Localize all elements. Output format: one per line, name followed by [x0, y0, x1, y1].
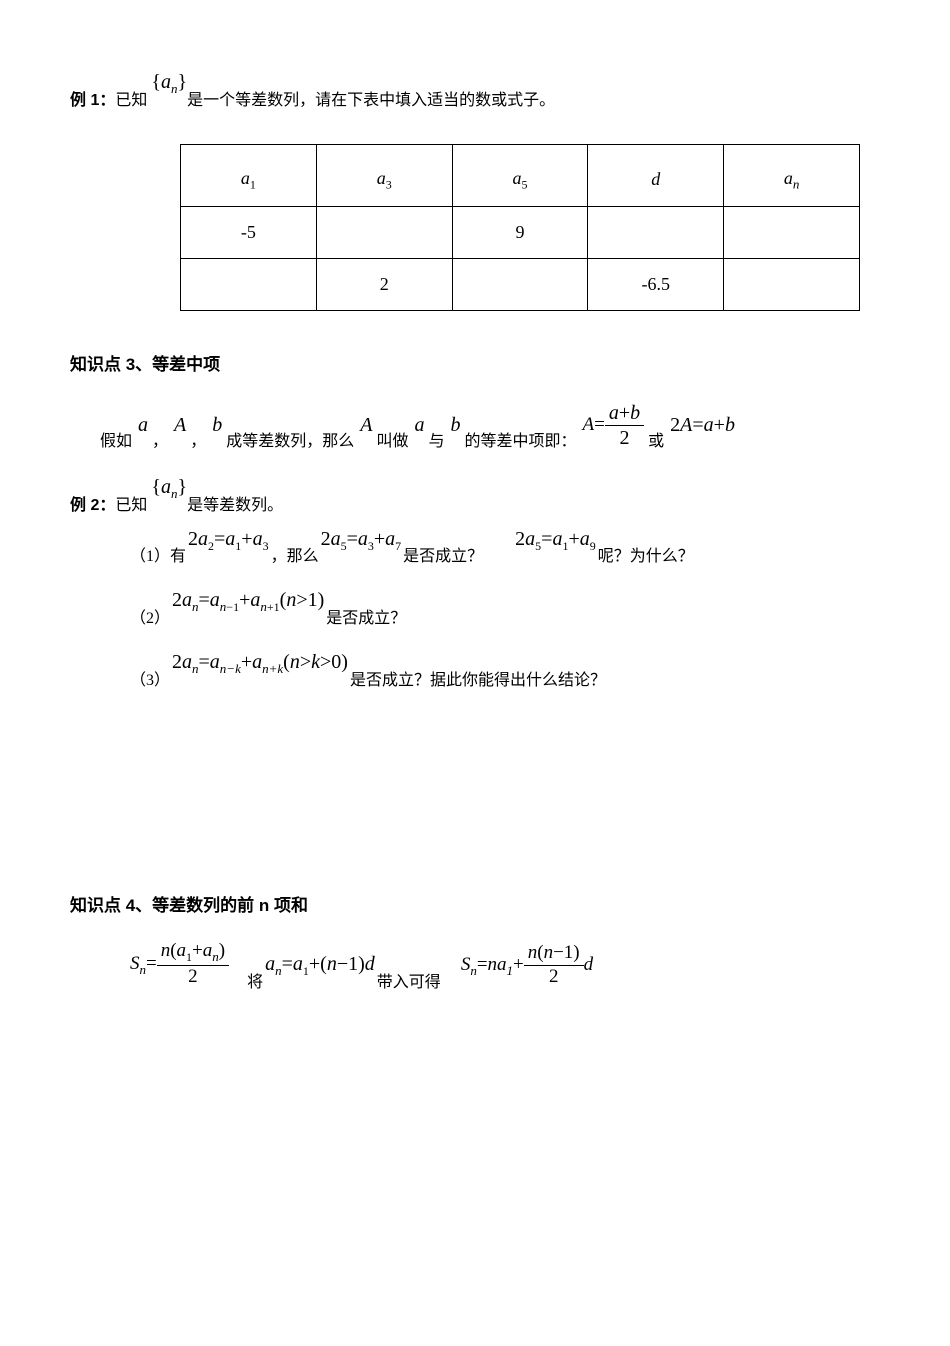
- q1-e3: 2a5=a1+a9: [515, 523, 596, 556]
- cell: [588, 206, 724, 258]
- question-2: （2） 2an=an−1+an+1(n>1) 是否成立？: [130, 598, 880, 632]
- q3-t1: 是否成立？据此你能得出什么结论？: [350, 668, 606, 694]
- q2-num: （2）: [130, 606, 170, 632]
- def-text: 成等差数列，那么: [226, 429, 354, 455]
- header-a1: a1: [181, 144, 317, 206]
- s1-lhs: Sn=: [130, 953, 157, 974]
- def-text: 的等差中项即：: [465, 429, 577, 455]
- def-math-A: A: [174, 409, 186, 441]
- sn-s1: Sn=n(a1+an)2: [130, 941, 229, 988]
- s2-suffix: d: [584, 954, 594, 975]
- q1-t3: 呢？为什么？: [598, 544, 694, 570]
- example-1-label: 例 1：: [70, 88, 115, 114]
- sn-t2: 带入可得: [377, 970, 441, 996]
- def-math-b: b: [212, 409, 222, 441]
- cell: -6.5: [588, 258, 724, 310]
- sn-an: an=a1+(n−1)d: [265, 948, 375, 982]
- data-table: a1 a3 a5 d an -5 9 2 -6.5: [180, 144, 860, 311]
- table-header-row: a1 a3 a5 d an: [181, 144, 860, 206]
- def-text: ，: [190, 429, 206, 455]
- frac-num: a+b: [605, 402, 644, 426]
- question-1: （1）有 2a2=a1+a3 ，那么 2a5=a3+a7 是否成立？ 2a5=a…: [130, 537, 880, 570]
- cell: [181, 258, 317, 310]
- def-math-a: a: [138, 409, 148, 441]
- def-text: 假如: [100, 429, 132, 455]
- q1-e1: 2a2=a1+a3: [188, 523, 269, 556]
- def-text: 叫做: [377, 429, 409, 455]
- example-1-expr: {an}: [151, 66, 187, 100]
- section-3-title: 知识点 3、等差中项: [70, 351, 880, 378]
- header-a5: a5: [452, 144, 588, 206]
- q3-e1: 2an=an−k+an+k(n>k>0): [172, 646, 348, 680]
- s1-num: n(a1+an): [157, 941, 229, 966]
- q1-t2: 是否成立？: [403, 544, 483, 570]
- cell: [452, 258, 588, 310]
- sn-t1: 将: [247, 970, 263, 996]
- def-math-a2: a: [415, 409, 425, 441]
- def-math-b2: b: [451, 409, 461, 441]
- arithmetic-mean-def: 假如 a ， A ， b 成等差数列，那么 A 叫做 a 与 b 的等差中项即：…: [100, 408, 880, 455]
- vertical-spacer: [70, 712, 880, 872]
- s1-den: 2: [157, 966, 229, 988]
- header-an: an: [724, 144, 860, 206]
- q3-num: （3）: [130, 668, 170, 694]
- def-text: 与: [429, 429, 445, 455]
- cell: [724, 206, 860, 258]
- example-2-line: 例 2： 已知 {an} 是等差数列。: [70, 485, 880, 519]
- sum-formulas: Sn=n(a1+an)2 将 an=a1+(n−1)d 带入可得 Sn=na1+…: [130, 949, 880, 996]
- def-eq2: 2A=a+b: [670, 409, 735, 441]
- s2-lhs: Sn=na1+: [461, 954, 524, 975]
- eqA-lhs: A=: [583, 410, 605, 440]
- def-eqA: A=a+b2: [583, 402, 645, 449]
- frac-den: 2: [605, 426, 644, 449]
- example-2-label: 例 2：: [70, 493, 115, 519]
- cell: [724, 258, 860, 310]
- header-a3: a3: [316, 144, 452, 206]
- cell: -5: [181, 206, 317, 258]
- def-text: ，: [152, 429, 168, 455]
- example-2-prefix: 已知: [115, 493, 147, 519]
- q1-e2: 2a5=a3+a7: [321, 523, 402, 556]
- s2-den: 2: [524, 966, 584, 988]
- example-2-expr: {an}: [151, 471, 187, 505]
- def-math-A2: A: [360, 409, 372, 441]
- example-1-line: 例 1： 已知 {an} 是一个等差数列，请在下表中填入适当的数或式子。: [70, 80, 880, 114]
- q2-t1: 是否成立？: [326, 606, 406, 632]
- table-row: 2 -6.5: [181, 258, 860, 310]
- section-4-title: 知识点 4、等差数列的前 n 项和: [70, 892, 880, 919]
- header-d: d: [588, 144, 724, 206]
- q2-e1: 2an=an−1+an+1(n>1): [172, 584, 324, 618]
- example-1-suffix: 是一个等差数列，请在下表中填入适当的数或式子。: [187, 88, 555, 114]
- cell: [316, 206, 452, 258]
- q1-num: （1）有: [130, 544, 186, 570]
- s2-num: n(n−1): [524, 943, 584, 966]
- q1-t1: ，那么: [271, 544, 319, 570]
- sn-s2: Sn=na1+n(n−1)2d: [461, 943, 593, 988]
- cell: 2: [316, 258, 452, 310]
- question-3: （3） 2an=an−k+an+k(n>k>0) 是否成立？据此你能得出什么结论…: [130, 660, 880, 694]
- table-row: -5 9: [181, 206, 860, 258]
- def-text: 或: [648, 429, 664, 455]
- example-2-suffix: 是等差数列。: [187, 493, 283, 519]
- cell: 9: [452, 206, 588, 258]
- example-1-prefix: 已知: [115, 88, 147, 114]
